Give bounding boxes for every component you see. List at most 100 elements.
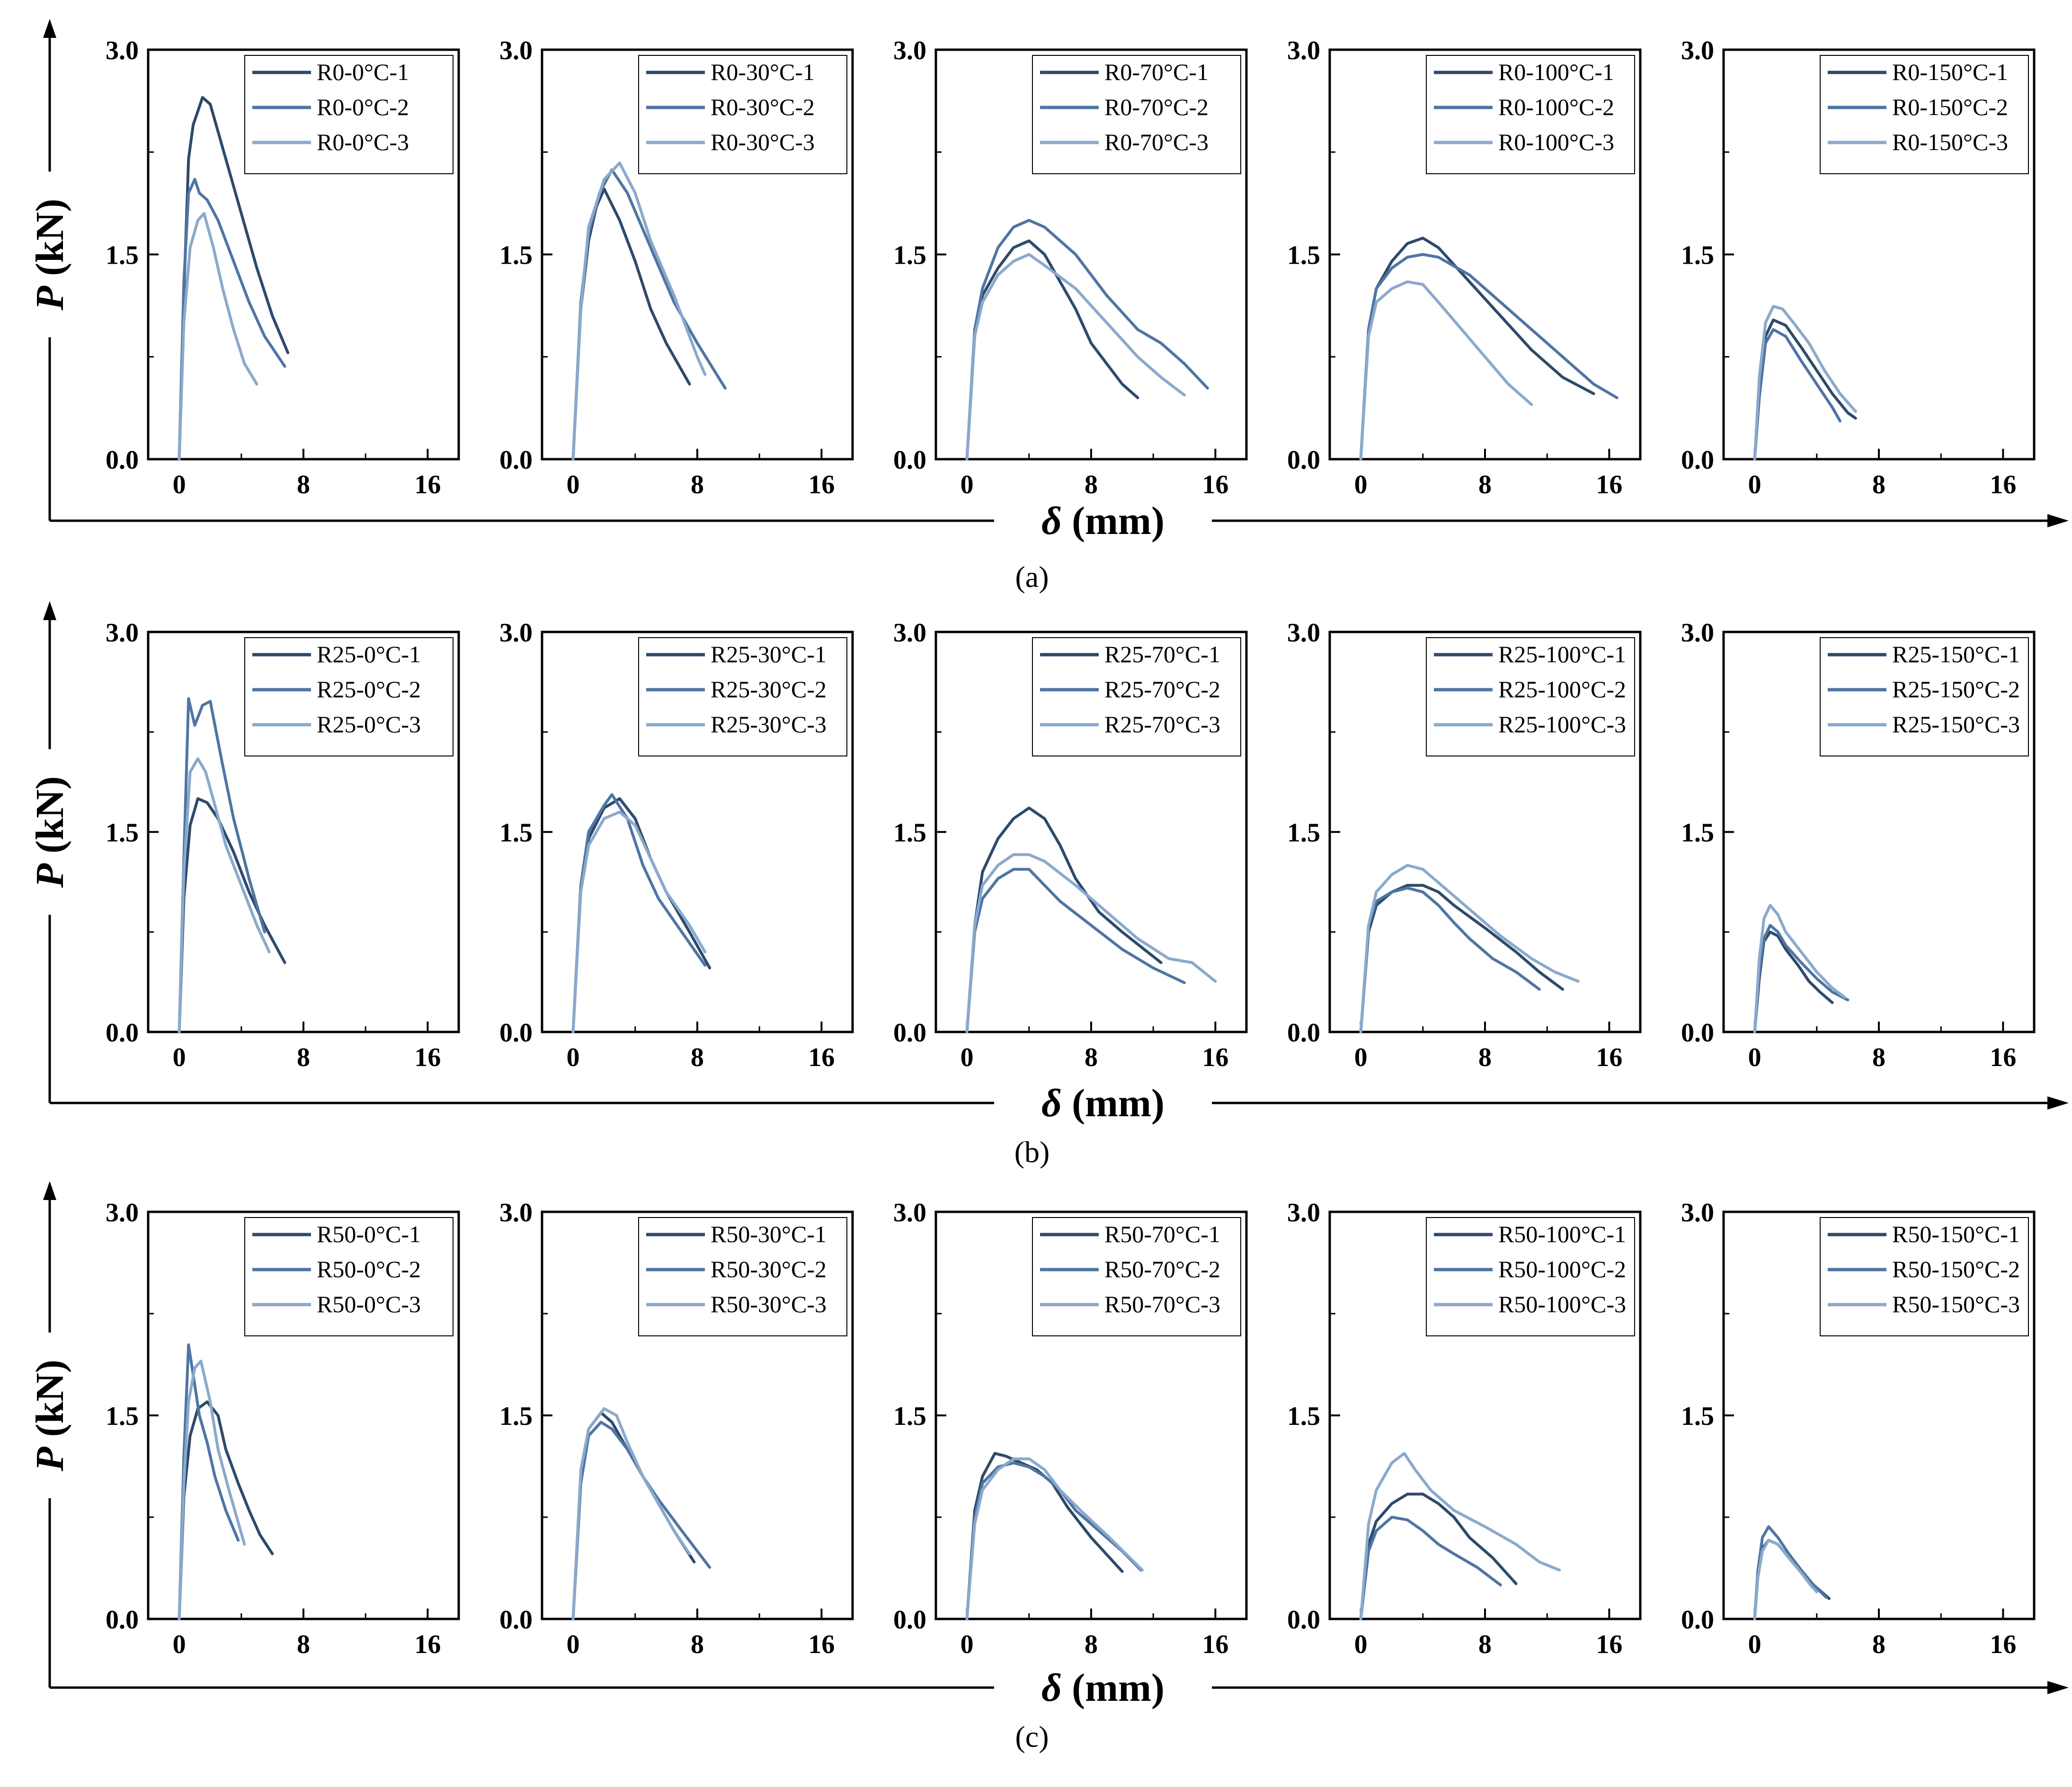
legend-label: R50-70°C-1 — [1104, 1221, 1220, 1247]
y-tick-label: 1.5 — [1681, 1402, 1714, 1431]
y-tick-label: 1.5 — [893, 1402, 926, 1431]
legend-label: R50-30°C-2 — [711, 1256, 827, 1282]
y-axis-unit: (kN) — [28, 776, 72, 863]
y-axis-label: P (kN) — [28, 199, 72, 311]
y-axis-arrow-head — [43, 1181, 56, 1200]
y-tick-label: 0.0 — [1287, 445, 1320, 475]
y-tick-label: 3.0 — [893, 36, 926, 65]
x-tick-label: 8 — [1872, 1630, 1885, 1659]
series-line — [1753, 1538, 1831, 1620]
x-tick-label: 16 — [414, 1630, 441, 1659]
y-axis-unit: (kN) — [28, 199, 72, 286]
legend-box — [1820, 1217, 2029, 1336]
legend-label: R25-30°C-1 — [711, 641, 827, 667]
legend-label: R50-100°C-1 — [1498, 1221, 1626, 1247]
x-tick-label: 16 — [414, 1043, 441, 1072]
row-caption: (c) — [1015, 1720, 1049, 1753]
x-tick-label: 16 — [1596, 470, 1622, 499]
legend-label: R0-70°C-1 — [1104, 59, 1209, 85]
legend-label: R50-0°C-2 — [317, 1256, 421, 1282]
x-tick-label: 16 — [808, 470, 835, 499]
legend-label: R25-30°C-2 — [711, 676, 827, 702]
legend-box — [1032, 637, 1241, 756]
legend-label: R50-70°C-2 — [1104, 1256, 1220, 1282]
legend-label: R25-100°C-1 — [1498, 641, 1626, 667]
y-tick-label: 3.0 — [106, 1198, 139, 1227]
series-line — [965, 253, 1186, 461]
legend-label: R0-100°C-1 — [1498, 59, 1614, 85]
series-line — [1359, 253, 1618, 461]
y-tick-label: 1.5 — [106, 241, 139, 270]
y-tick-label: 1.5 — [499, 1402, 533, 1431]
chart-panel: 0 8 16 0.0 1.5 3.0 R25-0°C-1 R25-0°C-2 R25-0°C-3 — [106, 618, 460, 1072]
x-axis-arrow-head — [2047, 1096, 2069, 1110]
legend-box — [1032, 55, 1241, 174]
y-tick-label: 3.0 — [1287, 36, 1320, 65]
legend-box — [1426, 1217, 1635, 1336]
x-axis-symbol: δ — [1041, 1666, 1062, 1710]
legend-label: R50-150°C-3 — [1892, 1291, 2020, 1317]
y-axis-arrow-head — [43, 601, 56, 620]
legend-label: R50-30°C-1 — [711, 1221, 827, 1247]
x-tick-label: 16 — [1990, 1043, 2016, 1072]
figure-row-0: P (kN) δ (mm) (a) 0 8 16 0.0 1.5 3.0 R0-0°C-1 R0-0… — [26, 19, 2069, 594]
legend-label: R0-30°C-3 — [711, 129, 815, 155]
legend-box — [244, 55, 454, 174]
legend-label: R0-0°C-3 — [317, 129, 409, 155]
y-tick-label: 1.5 — [499, 818, 533, 848]
chart-panel: 0 8 16 0.0 1.5 3.0 R50-30°C-1 R50-30°C-2 R50-30°… — [499, 1198, 854, 1659]
y-tick-label: 0.0 — [106, 1018, 139, 1048]
series-line — [571, 1407, 691, 1620]
series-line — [571, 797, 711, 1033]
x-tick-label: 16 — [808, 1630, 835, 1659]
chart-panel: 0 8 16 0.0 1.5 3.0 R25-30°C-1 R25-30°C-2 R25-30°… — [499, 618, 854, 1072]
series-line — [178, 1343, 240, 1620]
series-line — [571, 1411, 696, 1620]
series-line — [178, 697, 266, 1033]
legend-label: R25-30°C-3 — [711, 711, 827, 738]
y-tick-label: 1.5 — [1681, 241, 1714, 270]
y-tick-label: 1.5 — [893, 818, 926, 848]
legend-label: R25-0°C-2 — [317, 676, 421, 702]
series-line — [1753, 904, 1846, 1033]
y-tick-label: 0.0 — [893, 1018, 926, 1048]
legend-label: R25-0°C-1 — [317, 641, 421, 667]
legend-box — [1032, 1217, 1241, 1336]
x-tick-label: 8 — [1085, 1043, 1098, 1072]
y-tick-label: 1.5 — [893, 241, 926, 270]
y-tick-label: 3.0 — [499, 1198, 533, 1227]
x-tick-label: 8 — [691, 1043, 704, 1072]
chart-panel: 0 8 16 0.0 1.5 3.0 R25-100°C-1 R25-100°C-2 R25-1… — [1287, 618, 1642, 1072]
chart-panel: 0 8 16 0.0 1.5 3.0 R0-30°C-1 R0-30°C-2 R0-30°C-3 — [499, 36, 854, 499]
x-tick-label: 8 — [297, 470, 310, 499]
legend-label: R25-150°C-2 — [1892, 676, 2020, 702]
y-axis-unit: (kN) — [28, 1360, 72, 1447]
x-tick-label: 0 — [1748, 470, 1761, 499]
x-axis-label-backdrop — [994, 1075, 1212, 1127]
x-axis-arrow-head — [2047, 1681, 2069, 1694]
series-line — [1753, 1538, 1818, 1620]
row-caption: (b) — [1014, 1135, 1050, 1169]
chart-panel: 0 8 16 0.0 1.5 3.0 R0-70°C-1 R0-70°C-2 R0-70°C-3 — [893, 36, 1248, 499]
y-tick-label: 3.0 — [893, 1198, 926, 1227]
y-tick-label: 0.0 — [499, 1605, 533, 1635]
legend-label: R0-0°C-1 — [317, 59, 409, 85]
x-tick-label: 0 — [567, 470, 580, 499]
series-line — [965, 1452, 1124, 1620]
x-tick-label: 16 — [1990, 470, 2016, 499]
legend-label: R0-70°C-3 — [1104, 129, 1209, 155]
x-tick-label: 16 — [1202, 1043, 1228, 1072]
series-line — [1753, 1525, 1828, 1620]
series-line — [965, 1457, 1144, 1620]
legend-label: R0-70°C-2 — [1104, 94, 1209, 120]
chart-panel: 0 8 16 0.0 1.5 3.0 R0-0°C-1 R0-0°C-2 R0-0°C-3 — [106, 36, 460, 499]
x-tick-label: 0 — [1748, 1043, 1761, 1072]
y-tick-label: 0.0 — [106, 1605, 139, 1635]
x-tick-label: 16 — [414, 470, 441, 499]
y-axis-arrow-head — [43, 19, 56, 38]
chart-panel: 0 8 16 0.0 1.5 3.0 R0-150°C-1 R0-150°C-2 R0-150°… — [1681, 36, 2036, 499]
y-tick-label: 1.5 — [1287, 818, 1320, 848]
series-line — [178, 212, 258, 461]
series-line — [965, 806, 1163, 1033]
series-line — [965, 853, 1217, 1033]
